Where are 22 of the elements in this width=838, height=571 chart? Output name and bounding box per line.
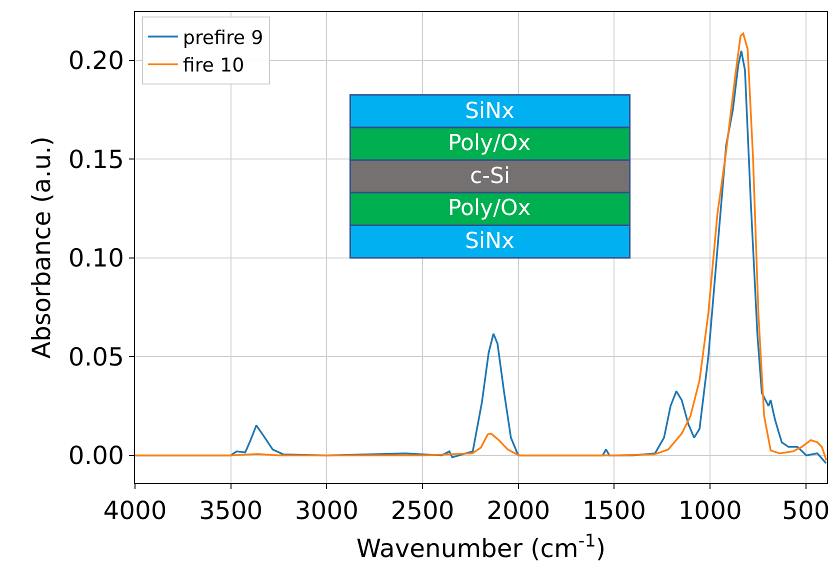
- legend-label: prefire 9: [182, 26, 264, 49]
- annotation: Poly/Ox: [448, 196, 531, 221]
- x-tick-label: 2000: [486, 496, 550, 525]
- y-tick-label: 0.10: [68, 244, 124, 273]
- annotation: SiNx: [465, 99, 515, 124]
- annotation: Poly/Ox: [448, 131, 531, 156]
- annotation: c-Si: [470, 164, 510, 189]
- x-tick-label: 3000: [294, 496, 359, 525]
- legend-label: fire 10: [182, 54, 244, 77]
- y-tick-label: 0.00: [68, 441, 124, 470]
- x-axis-title: Wavenumber (cm$^{-1}$): [356, 532, 606, 563]
- y-axis-title: Absorbance (a.u.): [27, 136, 56, 359]
- y-tick-label: 0.20: [68, 46, 124, 76]
- x-tick-label: 3500: [199, 496, 263, 525]
- x-tick-label: 2500: [390, 496, 454, 525]
- x-tick-label: 1500: [582, 496, 646, 525]
- x-tick-label: 500: [782, 496, 830, 525]
- y-tick-label: 0.05: [68, 342, 124, 372]
- x-tick-label: 4000: [103, 496, 167, 525]
- annotation: SiNx: [465, 229, 515, 254]
- x-tick-label: 1000: [678, 496, 742, 525]
- y-tick-label: 0.15: [68, 144, 124, 174]
